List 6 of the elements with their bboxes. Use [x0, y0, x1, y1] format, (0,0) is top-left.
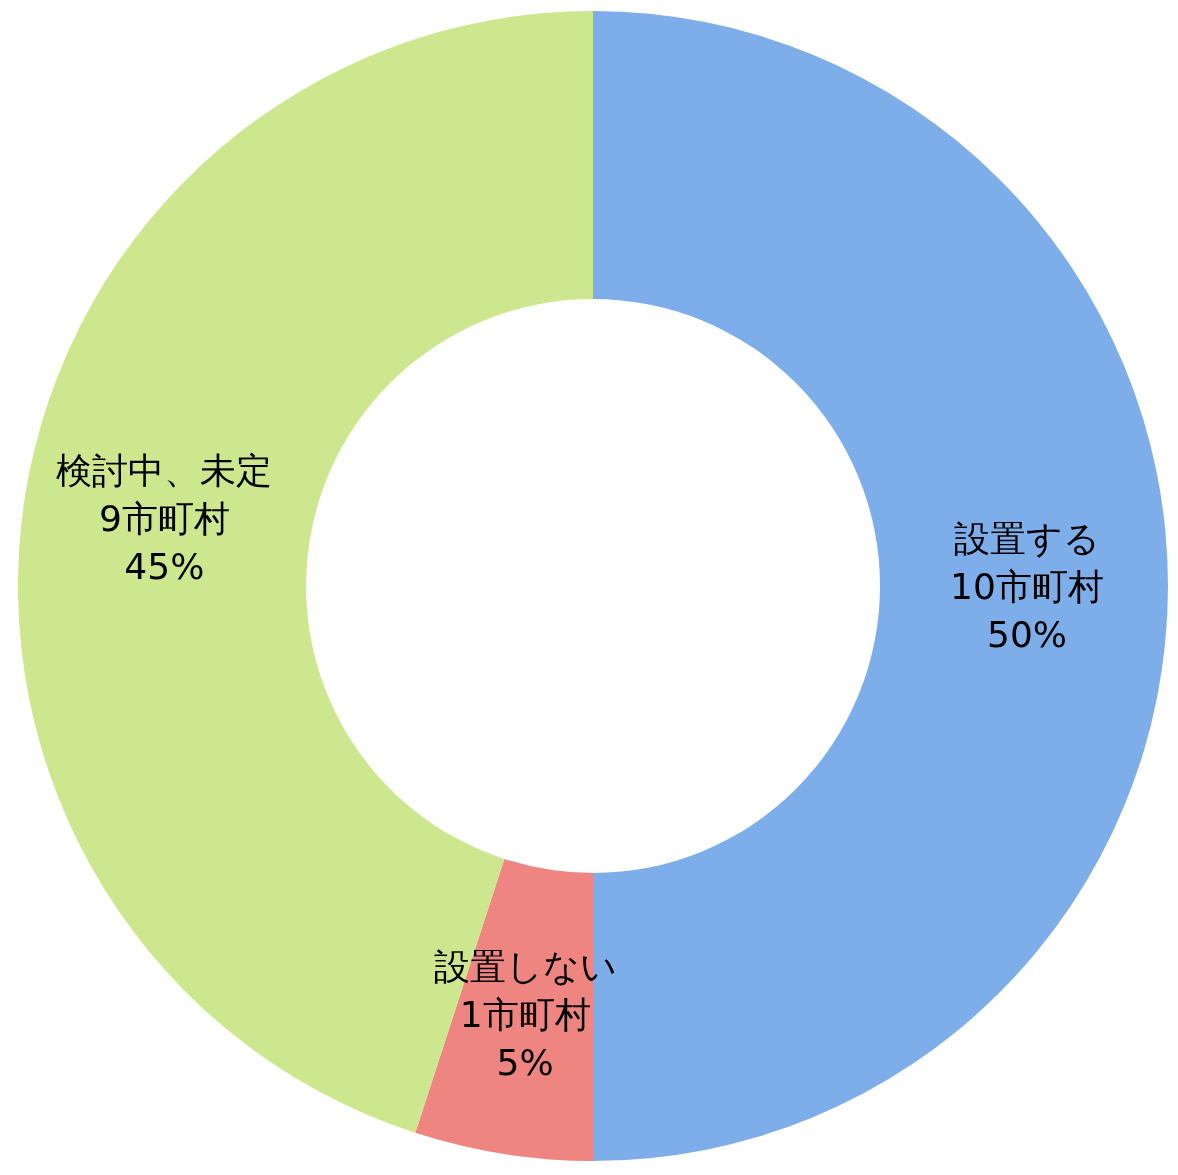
data-label: 1市町村 5% — [459, 994, 591, 1084]
data-label: 10市町村 50% — [950, 565, 1104, 655]
slice-label: 設置する — [954, 517, 1100, 559]
slice-label: 設置しない — [433, 946, 617, 988]
data-label: 9市町村 45% — [98, 497, 230, 587]
slice-label: 検討中、未定 — [56, 449, 273, 491]
